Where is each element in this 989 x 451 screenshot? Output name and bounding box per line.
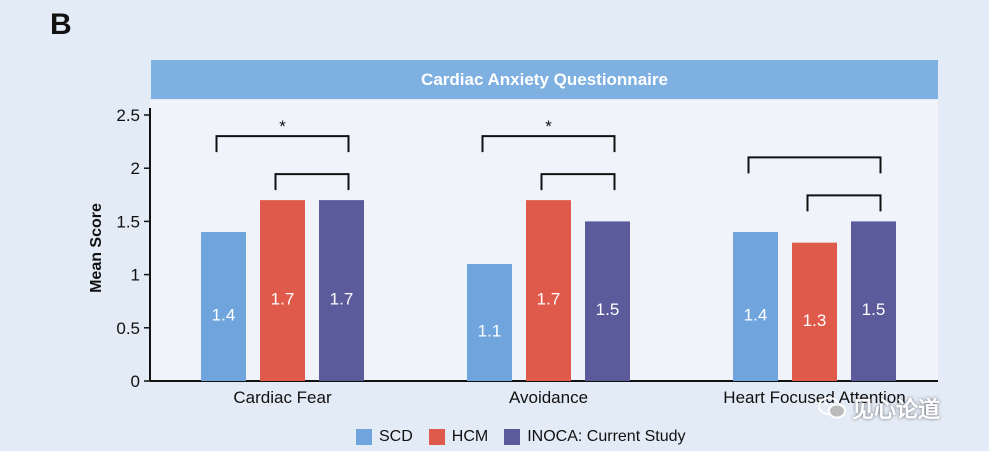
legend-swatch-hcm <box>428 429 445 445</box>
legend-label-scd: SCD <box>379 428 413 445</box>
legend-swatch-scd <box>356 429 372 445</box>
x-category-label: Cardiac Fear <box>233 388 332 407</box>
significance-bracket <box>540 173 616 191</box>
significance-marker: * <box>279 117 286 136</box>
wechat-icon <box>818 397 846 419</box>
legend-item-scd: SCD <box>356 428 413 446</box>
y-tick-label: 2 <box>131 159 140 178</box>
bar-value-label: 1.1 <box>478 321 502 340</box>
bar-value-label: 1.7 <box>271 290 295 309</box>
significance-bracket <box>806 194 882 212</box>
x-category-label: Avoidance <box>509 388 588 407</box>
legend-swatch-inoca <box>504 429 521 445</box>
legend-label-hcm: HCM <box>451 428 489 445</box>
bar <box>526 200 571 381</box>
y-tick-label: 0 <box>131 372 140 391</box>
chart-title: Cardiac Anxiety Questionnaire <box>421 69 668 89</box>
significance-bracket <box>215 135 350 153</box>
bar <box>319 200 364 381</box>
y-tick-label: 1 <box>131 266 140 285</box>
bar-value-label: 1.5 <box>596 300 620 319</box>
bar <box>792 242 837 381</box>
bar-value-label: 1.4 <box>212 306 236 325</box>
bar-value-label: 1.4 <box>744 306 768 325</box>
bar <box>201 232 246 381</box>
bar-value-label: 1.3 <box>803 311 827 330</box>
watermark: 见心论道 <box>818 392 940 424</box>
significance-bracket <box>747 156 882 174</box>
bar <box>260 200 305 381</box>
significance-marker: * <box>545 117 552 136</box>
y-tick-label: 1.5 <box>116 212 140 231</box>
y-axis-label: Mean Score <box>88 203 105 293</box>
bar <box>467 263 512 381</box>
watermark-text: 见心论道 <box>852 398 941 423</box>
chart-legend: SCD HCM INOCA: Current Study <box>356 426 686 448</box>
bar-value-label: 1.5 <box>862 300 886 319</box>
bar-value-label: 1.7 <box>330 290 354 309</box>
legend-item-hcm: HCM <box>428 428 489 446</box>
legend-label-inoca: INOCA: Current Study <box>527 428 686 445</box>
significance-bracket <box>481 135 616 153</box>
significance-bracket <box>274 173 350 191</box>
x-category-label: Heart Focused Attention <box>723 388 905 407</box>
chart-title-bar: Cardiac Anxiety Questionnaire <box>151 60 938 99</box>
panel-label: B <box>50 8 72 41</box>
bar <box>851 221 896 381</box>
bar <box>585 221 630 381</box>
y-tick-label: 2.5 <box>116 106 140 125</box>
bar <box>733 232 778 381</box>
bar-value-label: 1.7 <box>537 290 561 309</box>
y-tick-label: 0.5 <box>116 319 140 338</box>
legend-item-inoca: INOCA: Current Study <box>504 428 686 446</box>
